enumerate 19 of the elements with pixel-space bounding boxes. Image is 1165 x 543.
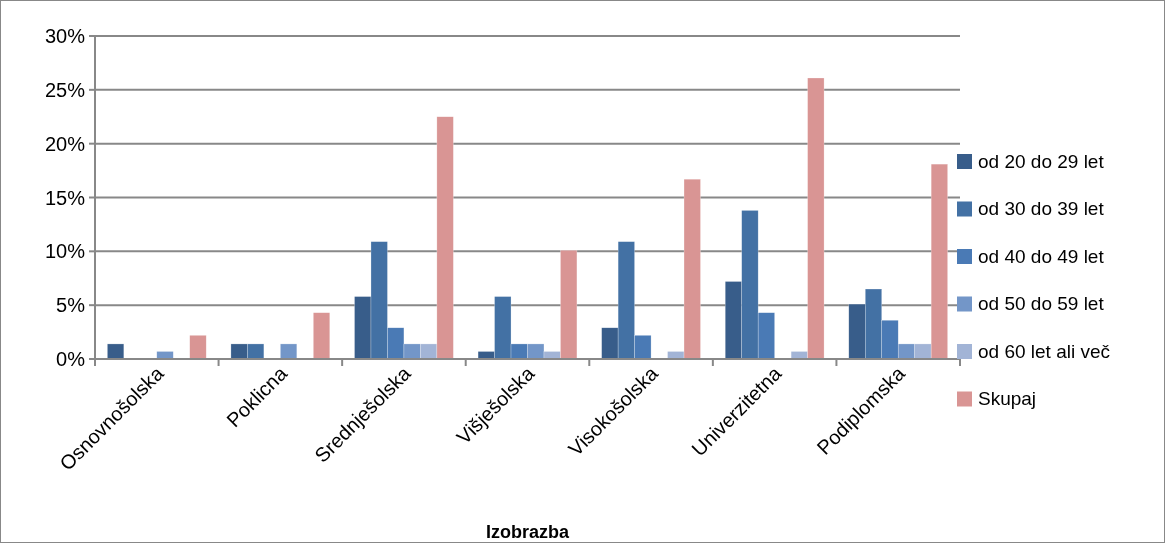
y-tick-label: 25% [44, 78, 86, 101]
bar [313, 312, 331, 360]
bar [189, 335, 207, 360]
legend-label: od 30 do 39 let [978, 198, 1105, 220]
legend-label: od 60 let ali več [978, 340, 1111, 362]
bar [280, 343, 298, 360]
y-tick-label: 0% [56, 348, 86, 370]
y-tick-label: 10% [44, 240, 86, 263]
legend-label: od 20 do 29 let [978, 150, 1105, 172]
bar [107, 343, 125, 360]
legend-label: od 40 do 49 let [978, 245, 1105, 267]
y-tick-label: 5% [56, 294, 86, 317]
legend-label: od 50 do 59 let [978, 293, 1105, 315]
x-axis-title: Izobrazba [485, 522, 570, 542]
legend-label: Skupaj [978, 388, 1037, 410]
y-tick-label: 15% [44, 186, 86, 209]
y-tick-label: 20% [44, 132, 86, 155]
bar [156, 351, 174, 360]
y-tick-label: 30% [44, 25, 86, 47]
